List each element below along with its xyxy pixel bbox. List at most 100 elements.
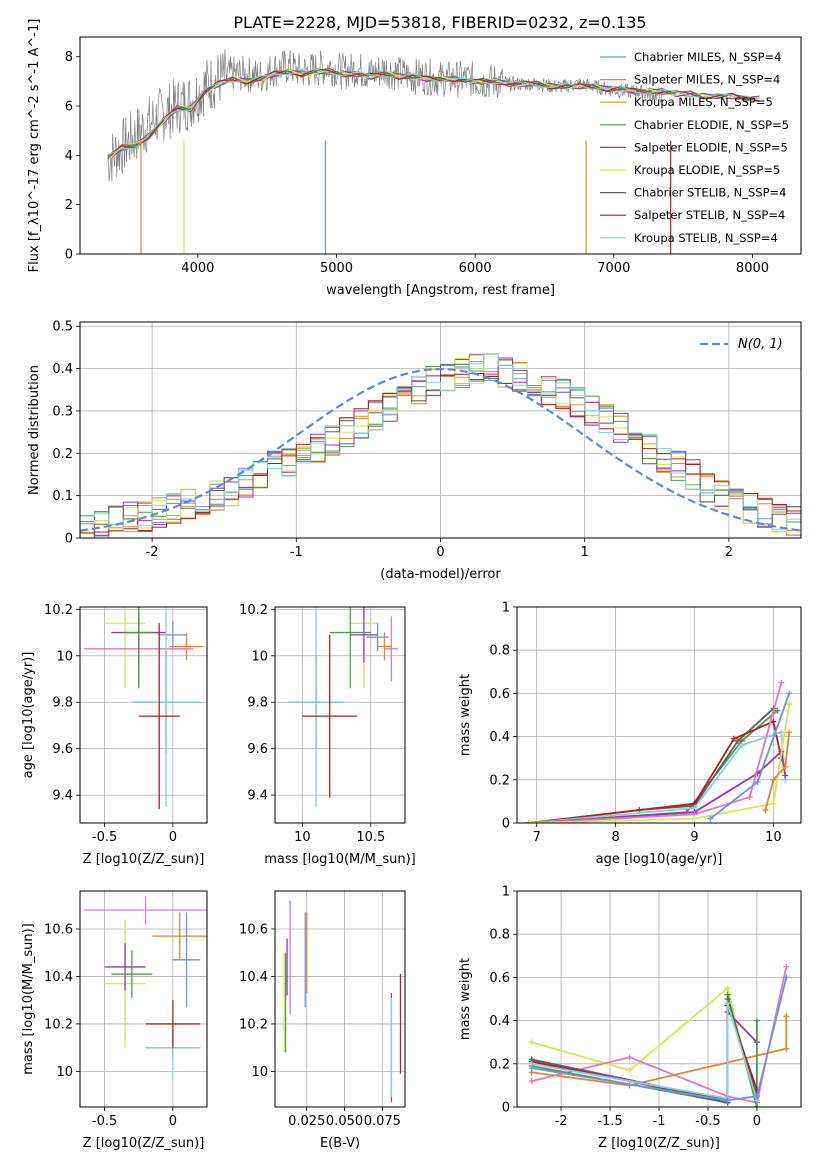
axes-frame [79,606,208,824]
plot-area-age-vs-mass [275,607,405,823]
y-tick-label: 0.6 [489,687,510,702]
plot-area-weight-vs-Z [517,891,801,1107]
weight-marker [707,815,714,822]
weight-line-7 [764,732,791,811]
y-tick-label: 0 [65,532,73,547]
y-tick-label: 0 [65,248,73,263]
weight-marker [783,974,790,981]
weight-marker [783,1013,790,1020]
gaussian-curve [80,367,801,532]
weight-marker [774,707,781,714]
x-tick-label: 7000 [597,261,630,276]
x-axis-label: Z [log10(Z/Z_sun)] [83,852,205,867]
x-axis-label: Z [log10(Z/Z_sun)] [598,1136,720,1151]
panel-age-vs-Z: -0.5 0 9.4 9.6 9.8 10 10.2 Z [log10(Z/Z_sun)] ag… [21,603,208,867]
x-tick-label: -1.5 [597,1114,622,1129]
x-tick-label: 8 [611,830,619,845]
y-axis-label: Normed distribution [27,365,42,495]
y-tick-label: 10.2 [44,1017,73,1032]
x-tick-label: -0.5 [92,830,117,845]
y-tick-label: 10.2 [44,603,73,618]
axes-frame [274,890,406,1108]
weight-marker [724,1097,731,1104]
x-axis-label: (data-model)/error [380,567,501,582]
y-tick-label: 0.2 [489,1057,510,1072]
y-tick-label: 9.6 [52,742,73,757]
x-tick-label: 1 [581,545,589,560]
y-tick-label: 0.2 [489,773,510,788]
y-axis-label: age [log10(age/yr)] [21,652,36,779]
y-tick-label: 10 [56,649,73,664]
x-axis-label: mass [log10(M/M_sun)] [264,852,416,867]
x-tick-label: 0 [169,1114,177,1129]
weight-marker [782,772,789,779]
weight-marker [783,1045,790,1052]
panel-mass-vs-ebv: 0.025 0.050 0.075 10 10.2 10.4 10.6 E(B-V) [239,890,406,1151]
legend-label-3: Chabrier ELODIE, N_SSP=5 [634,118,789,132]
x-tick-label: -2 [555,1114,568,1129]
weight-marker [724,985,731,992]
plot-area-age-vs-Z [80,607,207,823]
histogram-step-7 [80,373,801,534]
x-tick-label: 2 [725,545,733,560]
weight-marker [754,778,761,785]
weight-line-5 [528,682,783,823]
y-axis-label: mass weight [458,958,473,1040]
x-tick-label: -1 [290,545,303,560]
weight-line-4 [528,749,787,823]
legend-label-0: Chabrier MILES, N_SSP=4 [634,50,781,64]
x-axis-label: age [log10(age/yr)] [596,852,723,867]
legend-label-8: Kroupa STELIB, N_SSP=4 [634,231,778,245]
x-tick-label: 9 [690,830,698,845]
weight-line-6 [528,704,791,823]
y-tick-label: 10 [251,649,268,664]
legend-label-1: Salpeter MILES, N_SSP=4 [634,73,780,87]
y-tick-label: 9.4 [247,789,268,804]
panel-weight-vs-age: 7 8 9 10 0 0.2 0.4 0.6 0.8 1 age [log10(age/yr)] ma… [458,601,802,867]
weight-marker [525,820,532,823]
x-tick-label: 0.050 [326,1114,363,1129]
weight-marker [786,701,793,708]
weight-marker [734,737,741,744]
data-spectrum-line [107,49,663,182]
y-tick-label: 9.4 [52,789,73,804]
x-tick-label: 6000 [459,261,492,276]
x-tick-label: 8000 [736,261,769,276]
plot-area-mass-vs-ebv [275,891,405,1107]
x-tick-label: -0.5 [695,1114,720,1129]
weight-line-8 [531,977,788,1102]
y-tick-label: 0.6 [489,971,510,986]
x-tick-label: 4000 [181,261,214,276]
y-tick-label: 0 [502,1101,510,1116]
y-tick-label: 0.5 [52,320,73,335]
y-tick-label: 2 [65,198,73,213]
axes-frame [79,890,208,1108]
histogram-step-6 [80,359,801,538]
y-axis-label: mass weight [458,674,473,756]
y-tick-label: 0.2 [52,447,73,462]
y-tick-label: 0.4 [489,1014,510,1029]
y-tick-label: 1 [502,601,510,616]
axes-frame [79,36,802,255]
y-axis-label: mass [log10(M/M_sun)] [21,923,36,1075]
weight-marker [770,776,777,783]
plot-area-weight-vs-age [517,607,801,823]
y-tick-label: 0.4 [489,730,510,745]
plot-area-residuals [80,322,801,538]
y-tick-label: 0.8 [489,644,510,659]
y-tick-label: 8 [65,50,73,65]
x-tick-label: -0.5 [92,1114,117,1129]
y-tick-label: 6 [65,100,73,115]
weight-line-7 [531,1003,758,1101]
y-tick-label: 0.8 [489,928,510,943]
y-tick-label: 10.4 [44,970,73,985]
x-tick-label: 10 [294,830,311,845]
weight-line-0 [528,710,778,823]
y-tick-label: 4 [65,149,73,164]
y-tick-label: 10.6 [239,922,268,937]
y-tick-label: 10.4 [239,970,268,985]
weight-marker [528,1039,535,1046]
weight-marker [783,963,790,970]
y-tick-label: 1 [502,885,510,900]
y-tick-label: 9.8 [52,696,73,711]
